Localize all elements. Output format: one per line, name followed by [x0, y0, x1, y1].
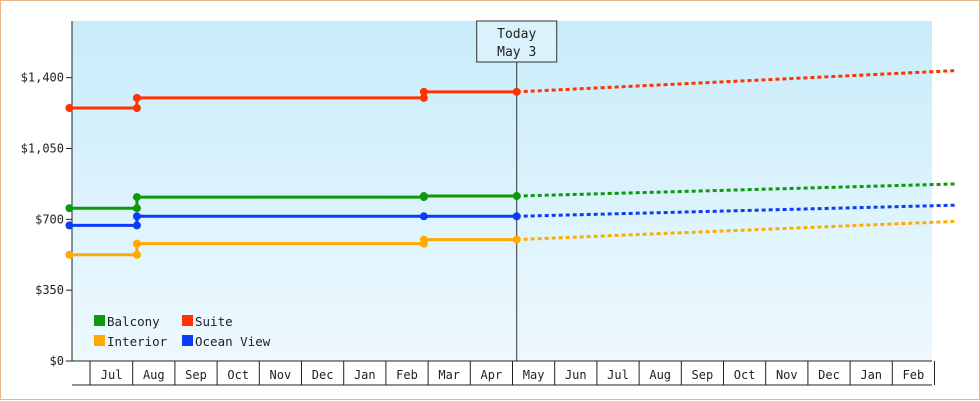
data-point-ocean-view[interactable]: [512, 212, 521, 221]
data-point-suite[interactable]: [65, 104, 74, 113]
today-label: Today: [497, 27, 536, 42]
x-tick-label: Nov: [270, 368, 292, 382]
data-point-ocean-view[interactable]: [65, 221, 74, 230]
x-tick-label: Dec: [312, 368, 334, 382]
series-line-balcony: [69, 194, 517, 210]
x-tick-label: Nov: [776, 368, 798, 382]
legend-label-balcony: Balcony: [107, 314, 160, 329]
forecast-line-interior: [516, 219, 956, 242]
data-point-suite[interactable]: [132, 104, 141, 113]
x-tick-label: Jul: [101, 368, 123, 382]
x-tick-label: Feb: [396, 368, 418, 382]
data-point-ocean-view[interactable]: [132, 212, 141, 221]
data-point-balcony[interactable]: [419, 192, 428, 201]
x-tick-label: May: [523, 368, 545, 382]
data-point-interior[interactable]: [65, 250, 74, 259]
data-point-interior[interactable]: [132, 250, 141, 259]
y-tick-label: $1,050: [21, 142, 64, 156]
legend-label-suite: Suite: [195, 314, 233, 329]
forecast-line-ocean-view: [516, 203, 956, 218]
legend-label-ocean-view: Ocean View: [195, 334, 271, 349]
x-tick-label: Oct: [734, 368, 756, 382]
y-tick-label: $700: [35, 212, 64, 226]
y-tick-label: $0: [50, 354, 64, 368]
y-tick-label: $350: [35, 283, 64, 297]
legend-swatch-ocean-view: [182, 335, 193, 346]
x-tick-label: Sep: [185, 368, 207, 382]
data-point-suite[interactable]: [132, 93, 141, 102]
data-point-balcony[interactable]: [132, 193, 141, 202]
data-point-ocean-view[interactable]: [132, 221, 141, 230]
forecast-line-suite: [516, 69, 956, 94]
x-tick-label: Jan: [354, 368, 376, 382]
data-point-balcony[interactable]: [512, 192, 521, 201]
x-tick-label: Mar: [438, 368, 460, 382]
legend-label-interior: Interior: [107, 334, 168, 349]
x-tick-label: Sep: [692, 368, 714, 382]
x-tick-label: Aug: [649, 368, 671, 382]
data-point-balcony[interactable]: [65, 204, 74, 213]
series-line-interior: [69, 238, 517, 257]
today-date: May 3: [497, 45, 536, 60]
legend-swatch-balcony: [94, 315, 105, 326]
x-tick-label: Feb: [903, 368, 925, 382]
plot-area: [72, 21, 932, 361]
series-line-suite: [69, 90, 517, 110]
x-tick-label: Apr: [481, 368, 503, 382]
y-tick-label: $1,400: [21, 71, 64, 85]
data-point-suite[interactable]: [512, 87, 521, 96]
x-tick-label: Aug: [143, 368, 165, 382]
data-point-ocean-view[interactable]: [419, 212, 428, 221]
legend-swatch-interior: [94, 335, 105, 346]
legend-swatch-suite: [182, 315, 193, 326]
x-tick-label: Jan: [860, 368, 882, 382]
data-point-interior[interactable]: [512, 235, 521, 244]
data-point-interior[interactable]: [132, 239, 141, 248]
data-point-interior[interactable]: [419, 235, 428, 244]
forecast-line-balcony: [516, 182, 956, 198]
today-box: [476, 20, 558, 63]
x-tick-label: Dec: [818, 368, 840, 382]
x-tick-label: Oct: [227, 368, 249, 382]
x-tick-label: Jun: [565, 368, 587, 382]
data-point-balcony[interactable]: [132, 204, 141, 213]
data-point-suite[interactable]: [419, 87, 428, 96]
x-tick-label: Jul: [607, 368, 629, 382]
data-point-suite[interactable]: [419, 93, 428, 102]
